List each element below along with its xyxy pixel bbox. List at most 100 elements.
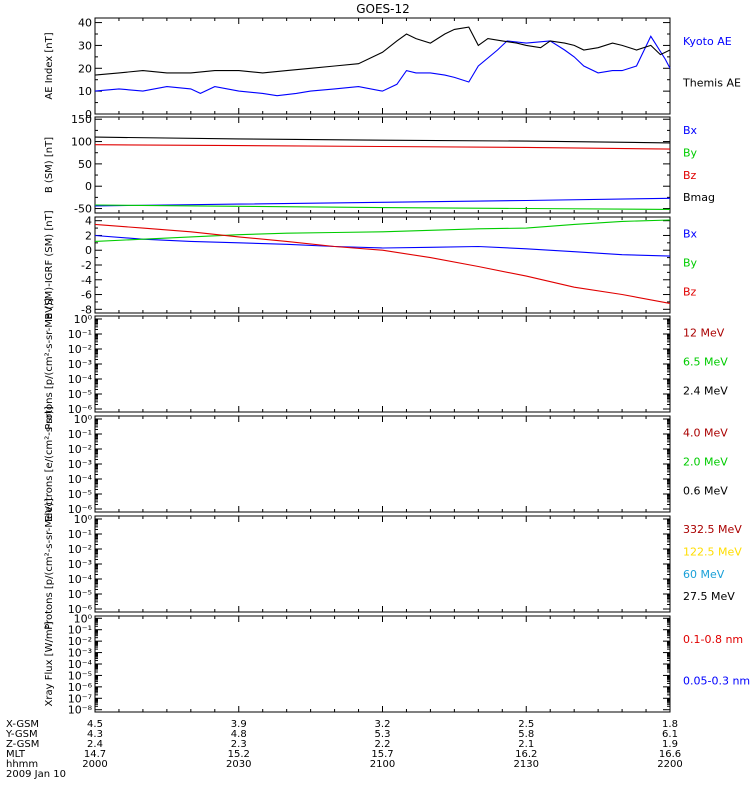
y-tick-label: 100 [71,136,92,149]
legend-entry: 12 MeV [683,327,725,340]
y-tick-label: 0 [85,180,92,193]
y-tick-label: 10 [78,85,92,98]
y-tick-label: 0 [85,108,92,121]
y-tick-label: -50 [74,203,92,216]
time-axis-row-label: hhmm [6,759,38,770]
y-tick-label: 10⁻⁵ [68,488,92,501]
legend-entry: 4.0 MeV [683,427,728,440]
panel-6: 10⁰ 10⁻¹ 10⁻² 10⁻³ 10⁻⁴ 10⁻⁵ 10⁻⁶ Protons [p/(c… [44,498,742,630]
y-tick-label: 40 [78,17,92,30]
legend-entry: 332.5 MeV [683,523,742,536]
time-axis-value: 2.4 [87,739,103,750]
y-tick-label: 50 [78,158,92,171]
y-tick-label: 10⁻² [68,443,92,456]
legend-entry: 27.5 MeV [683,590,735,603]
plot-date: 2009 Jan 10 [6,769,66,780]
time-axis-value: 2130 [514,759,539,770]
time-axis-value: 1.9 [662,739,678,750]
legend-entry: 2.0 MeV [683,456,728,469]
time-axis-value: 4.8 [231,729,247,740]
panel-5: 10⁰ 10⁻¹ 10⁻² 10⁻³ 10⁻⁴ 10⁻⁵ 10⁻⁶ Electrons [e/… [44,406,728,522]
y-axis-label: AE Index [nT] [44,32,55,99]
y-tick-label: 10⁰ [74,612,93,625]
panel-frame [94,116,671,214]
time-axis-row-label: X-GSM [6,719,39,730]
panel-frame [94,515,671,613]
legend-entry: By [683,257,698,270]
legend-entry: 6.5 MeV [683,356,728,369]
y-tick-label: 10⁻⁵ [68,669,92,682]
y-tick-label: 10⁰ [74,513,93,526]
y-tick-label: 10⁻² [68,343,92,356]
y-tick-label: 20 [78,62,92,75]
time-axis-value: 2.3 [231,739,247,750]
y-tick-label: 10⁻⁵ [68,388,92,401]
y-tick-label: 10⁻⁴ [68,473,93,486]
legend-entry: 0.05-0.3 nm [683,675,750,688]
y-tick-label: 10⁻⁶ [68,603,93,616]
y-tick-label: 10⁰ [74,313,93,326]
y-tick-label: 10⁻¹ [68,328,92,341]
y-tick-label: 10⁻³ [68,458,92,471]
time-axis-value: 3.9 [231,719,247,730]
time-axis-value: 5.3 [375,729,391,740]
plot-title: GOES-12 [356,2,410,16]
y-axis-label: Xray Flux [W/m²] [44,621,55,706]
series-line [94,219,671,242]
legend-entry: Kyoto AE [683,35,732,48]
y-tick-label: 30 [78,39,92,52]
legend-entry: Bx [683,124,698,137]
series-line [94,26,671,76]
time-axis-value: 2.1 [518,739,534,750]
time-axis-value: 15.2 [228,749,250,760]
y-tick-label: 10⁻³ [68,558,92,571]
y-tick-label: 4 [85,215,92,228]
y-axis-label: B (SM) [nT] [44,137,55,193]
time-axis-value: 16.2 [515,749,537,760]
y-tick-label: 10⁻¹ [68,528,92,541]
time-axis-value: 2200 [657,759,682,770]
y-axis-label: Electrons [e/(cm²-s-sr)] [44,406,55,522]
y-tick-label: 10⁻⁴ [68,658,93,671]
legend-entry: Bz [683,286,697,299]
y-tick-label: 2 [85,229,92,242]
time-axis-value: 4.3 [87,729,103,740]
y-tick-label: 10⁻¹ [68,428,92,441]
y-tick-label: 10⁻⁶ [68,403,93,416]
legend-entry: Bz [683,169,697,182]
series-line [94,35,671,97]
y-tick-label: 0 [85,244,92,257]
legend-entry: By [683,146,698,159]
series-line [94,136,671,144]
y-tick-label: 10⁻⁵ [68,588,92,601]
time-axis-value: 2.5 [518,719,534,730]
time-axis-row-label: MLT [6,749,26,760]
time-axis-value: 4.5 [87,719,103,730]
panel-1: 0 10 20 30 40 AE Index [nT] Kyoto AE Themis AE [44,17,741,121]
time-axis-row-label: Z-GSM [6,739,39,750]
time-axis-value: 6.1 [662,729,678,740]
time-axis-value: 5.8 [518,729,534,740]
series-line [94,197,671,207]
y-axis-label: Protons [p/(cm²-s-sr-MeV)] [44,298,55,430]
legend-entry: Themis AE [682,77,741,90]
panel-frame [94,315,671,413]
time-axis-table: X-GSM 4.5 3.9 3.2 2.5 1.8 Y-GSM 4.3 4.8 5.3 5.8 6.1… [5,719,683,780]
time-axis-value: 1.8 [662,719,678,730]
panel-frame [94,615,671,713]
y-tick-label: 150 [71,113,92,126]
time-axis-value: 16.6 [659,749,681,760]
legend-entry: 0.6 MeV [683,485,728,498]
legend-entry: 0.1-0.8 nm [683,633,743,646]
y-tick-label: 10⁻⁶ [68,503,93,516]
panel-2: -50 0 50 100 150 B (SM) [nT] Bx By Bz Bmag [44,113,715,215]
time-axis-value: 15.7 [371,749,393,760]
panel-3: -8-6 -4 -2 0 24 B (SM)-IGRF (SM) [nT] Bx By Bz [44,210,698,319]
y-tick-label: 10⁻⁸ [68,704,93,717]
series-line [94,144,671,150]
time-axis-value: 3.2 [375,719,391,730]
y-tick-label: 10⁻³ [68,647,92,660]
time-axis-value: 2030 [226,759,251,770]
